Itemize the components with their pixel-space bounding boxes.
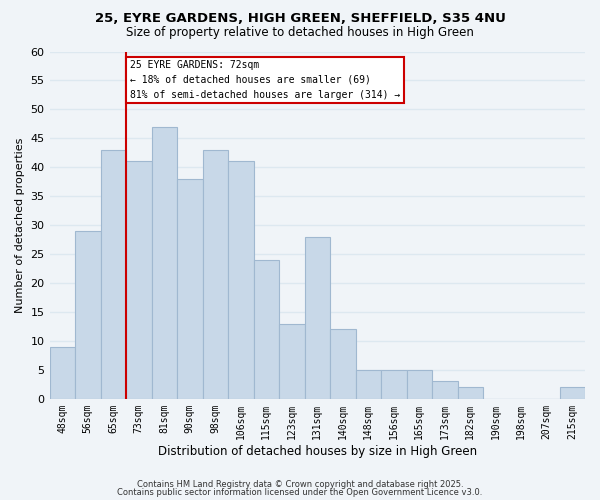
Text: 25, EYRE GARDENS, HIGH GREEN, SHEFFIELD, S35 4NU: 25, EYRE GARDENS, HIGH GREEN, SHEFFIELD,… — [95, 12, 505, 26]
Bar — [101, 150, 126, 399]
Bar — [228, 162, 254, 399]
Bar — [560, 388, 585, 399]
Text: 25 EYRE GARDENS: 72sqm
← 18% of detached houses are smaller (69)
81% of semi-det: 25 EYRE GARDENS: 72sqm ← 18% of detached… — [130, 60, 400, 100]
Bar — [458, 388, 483, 399]
Y-axis label: Number of detached properties: Number of detached properties — [15, 138, 25, 313]
Bar — [407, 370, 432, 399]
Bar — [152, 127, 177, 399]
Text: Size of property relative to detached houses in High Green: Size of property relative to detached ho… — [126, 26, 474, 39]
Bar — [279, 324, 305, 399]
Bar — [203, 150, 228, 399]
Text: Contains public sector information licensed under the Open Government Licence v3: Contains public sector information licen… — [118, 488, 482, 497]
X-axis label: Distribution of detached houses by size in High Green: Distribution of detached houses by size … — [158, 444, 477, 458]
Bar — [432, 382, 458, 399]
Bar — [126, 162, 152, 399]
Bar — [50, 346, 75, 399]
Bar — [305, 236, 330, 399]
Bar — [381, 370, 407, 399]
Bar — [177, 179, 203, 399]
Bar — [356, 370, 381, 399]
Text: Contains HM Land Registry data © Crown copyright and database right 2025.: Contains HM Land Registry data © Crown c… — [137, 480, 463, 489]
Bar — [330, 330, 356, 399]
Bar — [75, 231, 101, 399]
Bar — [254, 260, 279, 399]
